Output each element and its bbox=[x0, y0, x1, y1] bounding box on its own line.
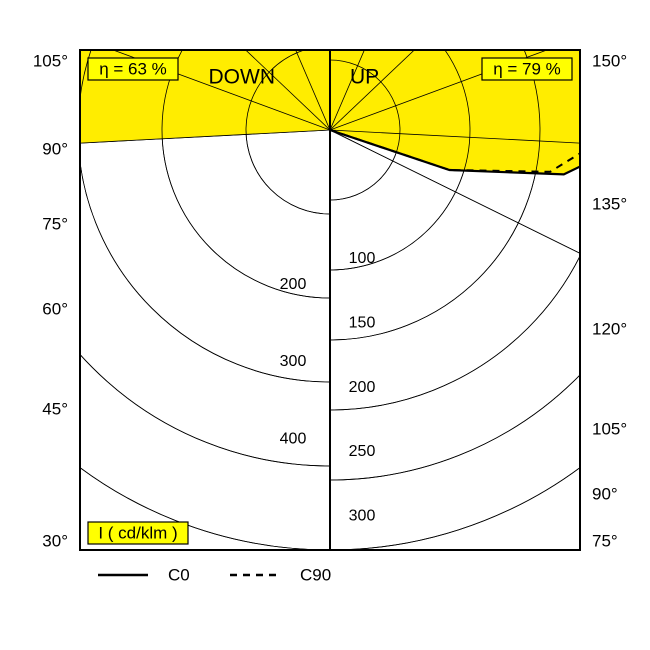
down-angle-label: 30° bbox=[42, 531, 68, 550]
up-angle-label: 90° bbox=[592, 484, 618, 503]
up-angle-label: 150° bbox=[592, 51, 627, 70]
up-radial-label: 150 bbox=[349, 314, 376, 331]
up-radial-label: 300 bbox=[349, 508, 376, 525]
down-angle-label: 75° bbox=[42, 214, 68, 233]
legend-c90-label: C90 bbox=[300, 565, 331, 584]
down-radial-label: 400 bbox=[280, 430, 307, 447]
up-angle-label: 135° bbox=[592, 194, 627, 213]
unit-label: I ( cd/klm ) bbox=[98, 523, 177, 542]
down-radial-label: 200 bbox=[280, 276, 307, 293]
down-angle-label: 90° bbox=[42, 139, 68, 158]
up-angle-label: 75° bbox=[592, 531, 618, 550]
up-radial-label: 100 bbox=[349, 250, 376, 267]
down-angle-label: 45° bbox=[42, 399, 68, 418]
eta-up-label: η = 79 % bbox=[493, 59, 561, 78]
down-angle-label: 105° bbox=[33, 51, 68, 70]
up-radial-label: 250 bbox=[349, 443, 376, 460]
up-angle-label: 105° bbox=[592, 419, 627, 438]
eta-down-label: η = 63 % bbox=[99, 59, 167, 78]
down-header: DOWN bbox=[209, 66, 276, 89]
up-angle-label: 120° bbox=[592, 319, 627, 338]
up-radial-label: 200 bbox=[349, 379, 376, 396]
down-radial-label: 300 bbox=[280, 353, 307, 370]
legend-c0-label: C0 bbox=[168, 565, 190, 584]
down-angle-label: 60° bbox=[42, 299, 68, 318]
up-header: UP bbox=[350, 66, 379, 89]
